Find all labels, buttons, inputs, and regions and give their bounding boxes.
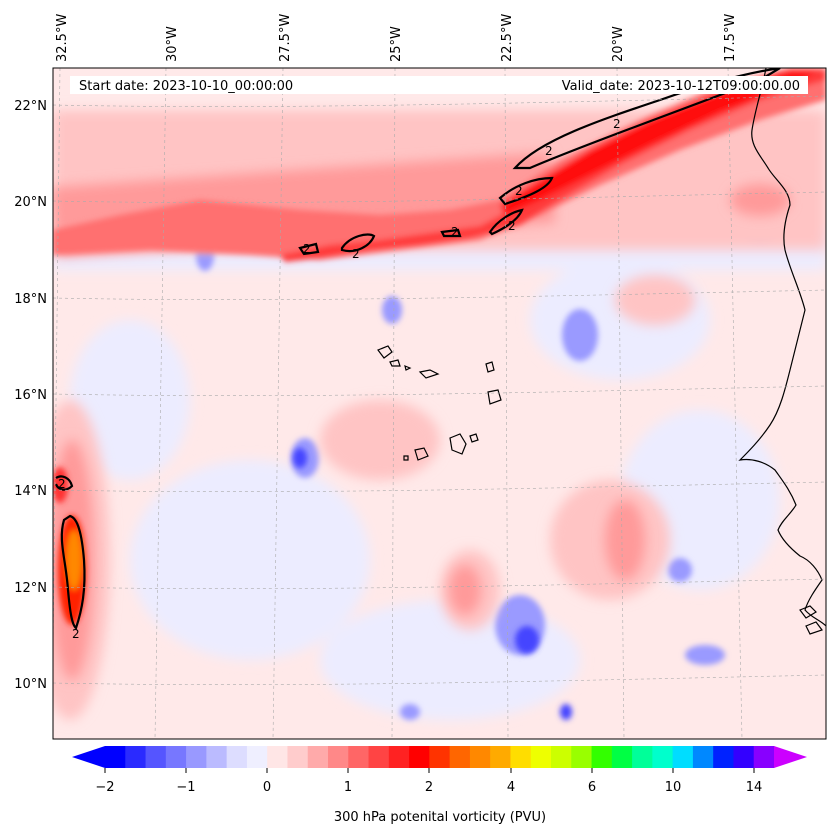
colorbar-cell <box>449 746 471 768</box>
colorbar-cell <box>388 746 410 768</box>
colorbar-max-extension <box>774 746 807 768</box>
lon-label: 32.5°W <box>55 14 70 62</box>
contour-label: 2 <box>508 219 516 233</box>
lon-label: 17.5°W <box>723 14 738 62</box>
lat-label: 10°N <box>14 677 47 692</box>
colorbar-title: 300 hPa potenital vorticity (PVU) <box>334 810 546 825</box>
header-box <box>70 76 808 94</box>
contour-label: 2 <box>303 242 311 256</box>
colorbar-tick-label: 2 <box>425 780 433 795</box>
contour-label: 2 <box>451 225 459 239</box>
colorbar-cell <box>530 746 552 768</box>
start-date-label: Start date: 2023-10-10_00:00:00 <box>79 79 293 94</box>
colorbar-cell <box>409 746 430 768</box>
contour-label: 2 <box>58 477 66 491</box>
lon-label: 22.5°W <box>500 14 515 62</box>
colorbar-cell <box>672 746 694 768</box>
pv-2-contours <box>54 68 781 630</box>
colorbar-tick-label: 4 <box>507 780 515 795</box>
colorbar-cell <box>510 746 532 768</box>
lat-label: 18°N <box>14 292 47 307</box>
lat-label: 20°N <box>14 195 47 210</box>
pv-field: 2 2 2 2 2 2 2 2 2 <box>53 68 826 739</box>
colorbar-cell <box>490 746 511 768</box>
contour-label: 2 <box>352 247 360 261</box>
colorbar-cell <box>591 746 613 768</box>
colorbar-cell <box>145 746 167 768</box>
colorbar-cell <box>105 746 126 768</box>
contour-labels: 2 2 2 2 2 2 2 2 2 <box>58 117 621 641</box>
lat-label: 12°N <box>14 581 47 596</box>
colorbar-cell <box>368 746 390 768</box>
lon-label: 25°W <box>389 26 404 62</box>
colorbar-tick-label: 6 <box>588 780 596 795</box>
colorbar-tick-label: 10 <box>665 780 682 795</box>
lon-label: 27.5°W <box>278 14 293 62</box>
lat-label: 16°N <box>14 388 47 403</box>
colorbar-cell <box>206 746 228 768</box>
colorbar-cell <box>733 746 755 768</box>
colorbar-cell <box>125 746 147 768</box>
colorbar-cell <box>165 746 187 768</box>
colorbar-cell <box>611 746 633 768</box>
coastlines <box>377 68 826 635</box>
colorbar-ticks <box>104 768 755 773</box>
colorbar-cell <box>328 746 349 768</box>
map-frame <box>52 67 827 740</box>
contour-label: 2 <box>545 144 553 158</box>
colorbar-cells <box>105 746 775 768</box>
colorbar-min-extension <box>72 746 105 768</box>
colorbar: −2 −1 0 1 2 4 6 10 14 300 hPa potenital … <box>72 746 807 825</box>
colorbar-cell <box>632 746 653 768</box>
colorbar-cell <box>551 746 572 768</box>
colorbar-cell <box>307 746 329 768</box>
colorbar-cell <box>753 746 775 768</box>
colorbar-tick-label: −1 <box>176 780 195 795</box>
colorbar-cell <box>469 746 491 768</box>
colorbar-cell <box>713 746 734 768</box>
lon-label: 30°W <box>165 26 180 62</box>
colorbar-cell <box>571 746 593 768</box>
colorbar-tick-label: −2 <box>95 780 114 795</box>
colorbar-cell <box>348 746 370 768</box>
colorbar-tick-label: 0 <box>263 780 271 795</box>
lon-label: 20°W <box>611 26 626 62</box>
valid-date-label: Valid_date: 2023-10-12T09:00:00.00 <box>562 79 800 94</box>
contour-label: 2 <box>515 184 523 198</box>
latitude-labels: 22°N 20°N 18°N 16°N 14°N 12°N 10°N <box>14 99 47 692</box>
longitude-labels: 32.5°W 30°W 27.5°W 25°W 22.5°W 20°W 17.5… <box>55 14 738 62</box>
colorbar-cell <box>429 746 451 768</box>
colorbar-cell <box>287 746 309 768</box>
colorbar-cell <box>652 746 674 768</box>
colorbar-cell <box>692 746 714 768</box>
colorbar-cell <box>267 746 288 768</box>
colorbar-cell <box>246 746 268 768</box>
contour-label: 2 <box>72 627 80 641</box>
colorbar-tick-label: 14 <box>746 780 763 795</box>
colorbar-cell <box>186 746 207 768</box>
lat-label: 14°N <box>14 484 47 499</box>
colorbar-tick-labels: −2 −1 0 1 2 4 6 10 14 <box>95 780 762 795</box>
contour-label: 2 <box>613 117 621 131</box>
lat-label: 22°N <box>14 99 47 114</box>
colorbar-tick-label: 1 <box>344 780 352 795</box>
colorbar-cell <box>226 746 248 768</box>
